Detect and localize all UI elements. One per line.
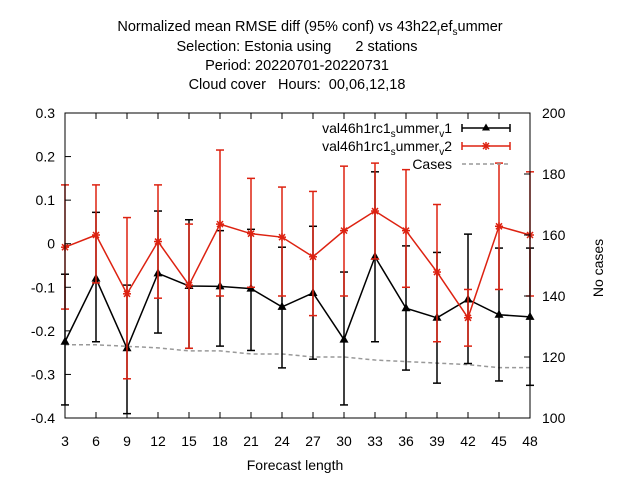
x-tick-label: 12 bbox=[150, 433, 166, 449]
series-2-point bbox=[495, 222, 503, 231]
y2-tick-label: 180 bbox=[542, 166, 566, 182]
legend-label-series-2: val46h1rc1summerv2 bbox=[322, 138, 452, 158]
y2-tick-label: 100 bbox=[542, 410, 566, 426]
series-2-point bbox=[309, 252, 317, 261]
legend-marker-triangle bbox=[482, 123, 490, 131]
series-2-point bbox=[185, 281, 193, 290]
y-tick-label: 0.3 bbox=[36, 105, 56, 121]
series-2-point bbox=[402, 226, 410, 235]
x-tick-label: 33 bbox=[367, 433, 383, 449]
axes-layer: 3 6 9 12 15 18 21 24 27 30 33 36 39 42 45 480.30.20.10-… bbox=[31, 105, 566, 449]
series-2-point bbox=[216, 220, 224, 229]
chart-title-line-3: Period: 20220701-20220731 bbox=[205, 58, 389, 74]
x-tick-label: 27 bbox=[305, 433, 321, 449]
y-tick-label: -0.4 bbox=[31, 410, 55, 426]
y2-tick-label: 120 bbox=[542, 349, 566, 365]
y2-axis-title: No cases bbox=[590, 239, 606, 297]
series-2-point bbox=[433, 268, 441, 277]
series-1-point bbox=[277, 301, 287, 310]
x-tick-label: 45 bbox=[491, 433, 507, 449]
series-2-point bbox=[340, 226, 348, 235]
series-1-point bbox=[339, 334, 349, 343]
series-line-cases bbox=[65, 344, 530, 369]
legend: val46h1rc1summerv1 val46h1rc1summerv2 Ca… bbox=[322, 120, 511, 172]
x-tick-label: 6 bbox=[92, 433, 100, 449]
series-2-point bbox=[247, 229, 255, 238]
x-tick-label: 36 bbox=[398, 433, 414, 449]
chart-title-line-1: Normalized mean RMSE diff (95% conf) vs … bbox=[117, 19, 502, 38]
y-tick-label: -0.3 bbox=[31, 366, 55, 382]
x-tick-label: 48 bbox=[522, 433, 538, 449]
series-1-point bbox=[494, 309, 504, 318]
x-tick-label: 30 bbox=[336, 433, 352, 449]
series-2-point bbox=[154, 237, 162, 246]
chart-title-line-4: Cloud cover Hours: 00,06,12,18 bbox=[189, 77, 406, 93]
x-tick-label: 21 bbox=[243, 433, 259, 449]
x-tick-label: 9 bbox=[123, 433, 131, 449]
series-2-line bbox=[64, 210, 531, 320]
y-tick-label: -0.2 bbox=[31, 323, 55, 339]
x-tick-label: 42 bbox=[460, 433, 476, 449]
legend-label-series-1: val46h1rc1summerv1 bbox=[322, 120, 452, 140]
y-tick-label: 0 bbox=[47, 236, 55, 252]
chart-title-line-2: Selection: Estonia using 2 stations bbox=[177, 39, 418, 55]
plot-frame bbox=[64, 112, 531, 419]
series-1-line bbox=[64, 255, 531, 351]
y-tick-label: 0.1 bbox=[36, 192, 56, 208]
series-2-point bbox=[371, 207, 379, 216]
plot-layer bbox=[60, 149, 535, 415]
x-tick-label: 3 bbox=[61, 433, 69, 449]
x-tick-label: 39 bbox=[429, 433, 445, 449]
y-tick-label: -0.1 bbox=[31, 279, 55, 295]
x-tick-label: 24 bbox=[274, 433, 290, 449]
x-axis-title: Forecast length bbox=[247, 457, 344, 473]
legend-label-cases: Cases bbox=[412, 156, 452, 172]
chart-title: Normalized mean RMSE diff (95% conf) vs … bbox=[117, 19, 502, 93]
y2-tick-label: 200 bbox=[542, 105, 566, 121]
series-2-point bbox=[278, 233, 286, 242]
y-tick-label: 0.2 bbox=[36, 149, 56, 165]
series-1-point bbox=[401, 303, 411, 312]
series-2-point bbox=[464, 313, 472, 322]
y2-tick-label: 160 bbox=[542, 227, 566, 243]
legend-marker-star bbox=[482, 142, 490, 150]
x-tick-label: 18 bbox=[212, 433, 228, 449]
series-2-point bbox=[92, 231, 100, 239]
series-2-point bbox=[123, 289, 131, 298]
y2-tick-label: 140 bbox=[542, 288, 566, 304]
x-tick-label: 15 bbox=[181, 433, 197, 449]
